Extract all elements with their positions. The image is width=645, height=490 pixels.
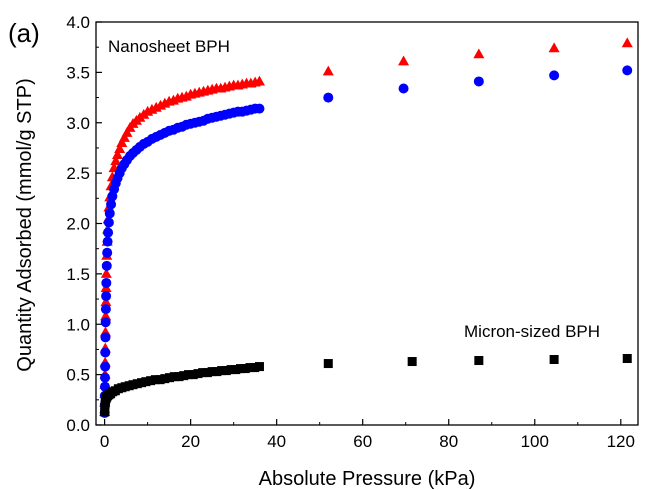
data-point-circle: [101, 277, 112, 288]
annotation-nanosheet-bph: Nanosheet BPH: [108, 37, 230, 56]
data-point-circle: [106, 199, 117, 210]
data-point-square: [165, 373, 175, 383]
data-point-circle: [323, 92, 334, 103]
plot-frame: [95, 21, 639, 426]
data-point-square: [193, 369, 203, 379]
data-point-square: [217, 366, 227, 376]
data-point-circle: [398, 83, 409, 94]
data-point-triangle: [548, 42, 560, 53]
x-tick-label: 60: [353, 432, 372, 451]
plot-area: [95, 21, 639, 426]
data-point-square: [245, 363, 255, 373]
panel-label: (a): [8, 18, 40, 48]
data-point-triangle: [473, 48, 485, 59]
data-point-circle: [254, 103, 265, 114]
data-point-circle: [622, 65, 633, 76]
x-tick-label: 20: [181, 432, 200, 451]
x-axis-title: Absolute Pressure (kPa): [259, 468, 476, 490]
data-point-circle: [100, 372, 111, 383]
x-tick-label: 40: [267, 432, 286, 451]
data-point-square: [202, 368, 212, 378]
data-point-square: [207, 367, 217, 377]
data-point-square: [231, 365, 241, 375]
data-point-circle: [101, 260, 112, 271]
y-tick-label: 1.5: [66, 265, 90, 284]
x-tick-label: 120: [607, 432, 635, 451]
y-tick-label: 4.0: [66, 13, 90, 32]
data-point-circle: [99, 381, 110, 392]
data-point-square: [146, 376, 156, 386]
data-point-square: [150, 375, 160, 385]
y-axis-title: Quantity Adsorbed (mmol/g STP): [14, 78, 36, 371]
data-point-square: [323, 359, 333, 369]
data-point-square: [549, 355, 559, 365]
data-point-circle: [102, 247, 113, 258]
data-point-square: [160, 374, 170, 384]
data-point-square: [250, 363, 260, 373]
series-circle: [99, 65, 633, 418]
data-point-circle: [100, 361, 111, 372]
data-point-circle: [103, 227, 114, 238]
data-point-square: [254, 362, 264, 372]
x-axis: 0 20 40 60 80 100 120: [100, 419, 635, 451]
data-point-triangle: [111, 149, 124, 160]
data-point-square: [240, 364, 250, 374]
y-tick-label: 0.5: [66, 366, 90, 385]
data-point-square: [407, 357, 417, 367]
data-point-circle: [100, 304, 111, 315]
data-point-square: [212, 367, 222, 377]
data-point-triangle: [118, 132, 130, 142]
data-point-triangle: [322, 65, 334, 76]
data-point-triangle: [100, 310, 112, 321]
data-point-square: [226, 365, 236, 375]
data-point-square: [474, 356, 484, 366]
y-tick-label: 0.0: [66, 416, 90, 435]
data-point-circle: [100, 332, 111, 343]
data-point-circle: [100, 347, 111, 358]
data-point-circle: [104, 208, 115, 219]
data-point-circle: [101, 291, 112, 302]
data-point-square: [221, 366, 231, 376]
data-point-triangle: [100, 268, 112, 278]
data-point-square: [155, 375, 165, 385]
data-point-square: [141, 377, 151, 387]
data-point-square: [188, 370, 198, 380]
data-point-circle: [549, 70, 560, 81]
y-tick-label: 3.5: [66, 63, 90, 82]
data-point-circle: [102, 236, 113, 247]
data-point-triangle: [116, 137, 128, 147]
data-point-triangle: [253, 75, 265, 86]
y-axis: 0.0 0.5 1.0 1.5 2.0 2.5 3.0 3.5 4.0: [66, 13, 102, 435]
y-tick-label: 1.0: [66, 315, 90, 334]
data-point-triangle: [621, 37, 633, 48]
data-point-triangle: [114, 143, 126, 154]
data-point-triangle: [398, 55, 410, 66]
data-point-circle: [473, 76, 484, 87]
x-tick-label: 80: [439, 432, 458, 451]
data-point-square: [179, 371, 189, 381]
data-point-circle: [103, 217, 114, 228]
data-point-square: [183, 370, 193, 380]
data-point-square: [169, 372, 179, 382]
data-point-circle: [100, 317, 111, 328]
data-point-square: [174, 372, 184, 382]
x-tick-label: 100: [521, 432, 549, 451]
data-point-triangle: [100, 296, 112, 307]
y-tick-label: 2.0: [66, 215, 90, 234]
x-tick-label: 0: [100, 432, 109, 451]
data-point-triangle: [121, 127, 133, 137]
data-point-triangle: [110, 155, 122, 166]
data-series: [99, 37, 633, 418]
y-tick-label: 3.0: [66, 114, 90, 133]
y-tick-label: 2.5: [66, 164, 90, 183]
data-point-square: [198, 368, 208, 378]
annotation-micron-sized-bph: Micron-sized BPH: [464, 322, 600, 341]
series-square: [100, 354, 632, 417]
data-point-square: [622, 354, 632, 364]
data-point-square: [236, 364, 246, 374]
